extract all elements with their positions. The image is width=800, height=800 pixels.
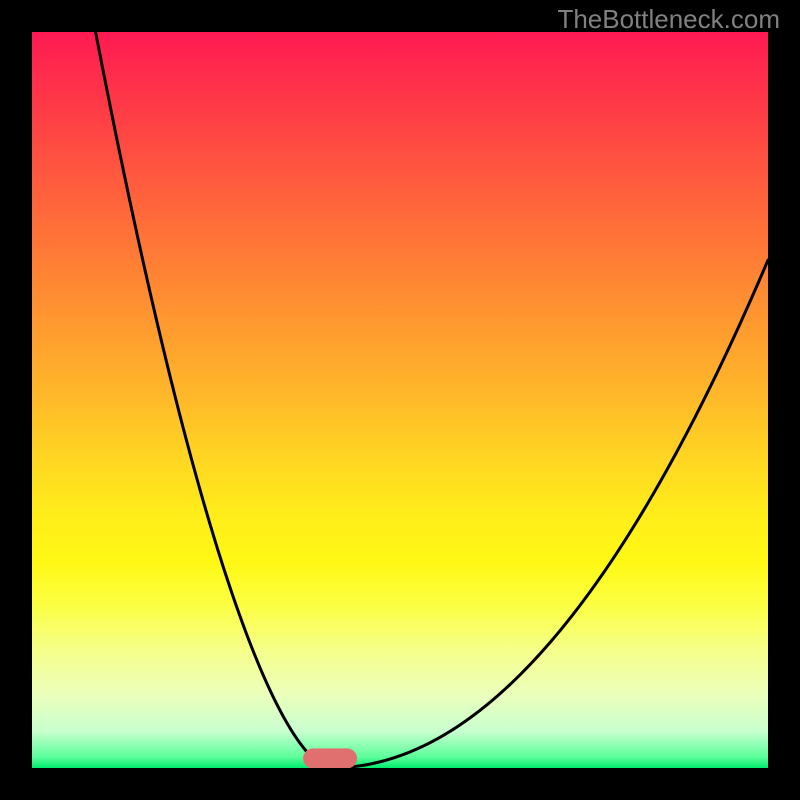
bottleneck-curve: [96, 32, 768, 768]
bottleneck-curve-layer: [32, 32, 768, 768]
chart-stage: TheBottleneck.com: [0, 0, 800, 800]
optimum-marker: [303, 748, 357, 768]
watermark-text: TheBottleneck.com: [557, 4, 780, 35]
